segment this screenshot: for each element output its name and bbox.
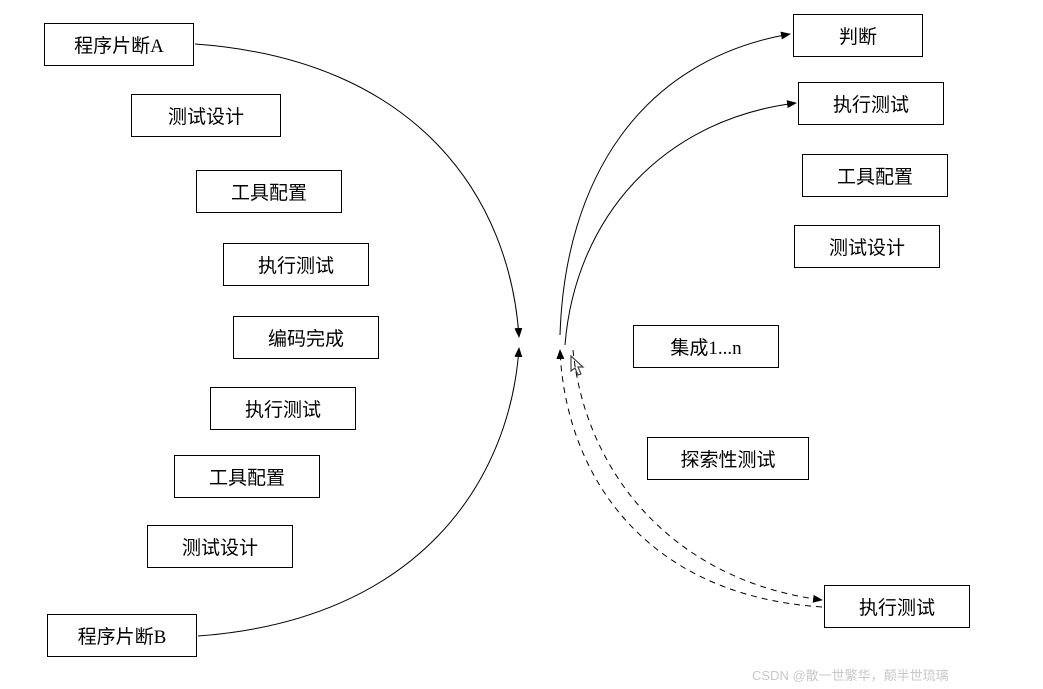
node-right-integ: 集成1...n (633, 325, 779, 368)
node-right-tool: 工具配置 (802, 154, 948, 197)
node-left-complete: 编码完成 (233, 316, 379, 359)
edge-arc-center-to-judge (560, 34, 790, 335)
node-label: 测试设计 (182, 533, 258, 560)
mouse-cursor-icon (570, 355, 586, 377)
node-label: 工具配置 (209, 463, 285, 490)
node-left-exec-2: 执行测试 (210, 387, 356, 430)
node-label: 集成1...n (670, 333, 741, 360)
node-right-design: 测试设计 (794, 225, 940, 268)
node-left-design-2: 测试设计 (147, 525, 293, 568)
node-right-exec-2: 执行测试 (824, 585, 970, 628)
node-label: 测试设计 (168, 102, 244, 129)
node-label: 程序片断A (74, 31, 164, 58)
node-label: 探索性测试 (680, 445, 775, 472)
node-left-prog-a: 程序片断A (44, 23, 194, 66)
node-left-tool-2: 工具配置 (174, 455, 320, 498)
node-label: 编码完成 (268, 324, 344, 351)
node-left-tool-1: 工具配置 (196, 170, 342, 213)
node-label: 判断 (839, 22, 877, 49)
node-label: 工具配置 (231, 178, 307, 205)
node-right-explore: 探索性测试 (647, 437, 809, 480)
edge-arc-center-to-exec1 (565, 103, 796, 345)
node-label: 测试设计 (829, 233, 905, 260)
node-right-exec-1: 执行测试 (798, 82, 944, 125)
node-left-exec-1: 执行测试 (223, 243, 369, 286)
node-label: 程序片断B (78, 622, 167, 649)
watermark-text: CSDN @散一世繁华，颠半世琉璃 (752, 665, 949, 684)
node-label: 执行测试 (245, 395, 321, 422)
node-label: 执行测试 (258, 251, 334, 278)
node-right-judge: 判断 (793, 14, 923, 57)
node-label: 执行测试 (833, 90, 909, 117)
node-left-prog-b: 程序片断B (47, 614, 197, 657)
node-left-design-1: 测试设计 (131, 94, 281, 137)
node-label: 执行测试 (859, 593, 935, 620)
node-label: 工具配置 (837, 162, 913, 189)
